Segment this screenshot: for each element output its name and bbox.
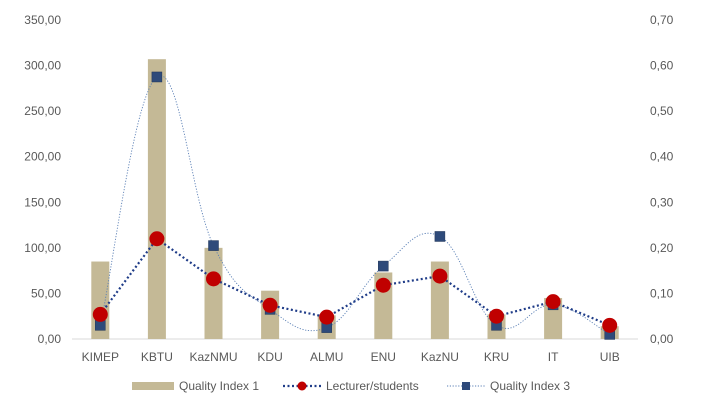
- bar: [147, 59, 166, 339]
- x-tick-label: KazNU: [421, 350, 459, 364]
- line-series-quality-index-3: [95, 71, 615, 340]
- circle-marker: [602, 317, 618, 333]
- legend-swatch-marker: [462, 382, 470, 390]
- y-left-tick-label: 300,00: [24, 59, 61, 73]
- square-marker: [434, 231, 446, 242]
- y-right-tick-label: 0,70: [650, 13, 674, 27]
- y-left-tick-label: 0,00: [38, 332, 62, 346]
- y-left-tick-label: 250,00: [24, 104, 61, 118]
- y-right-tick-label: 0,00: [650, 332, 674, 346]
- y-right-tick-label: 0,40: [650, 150, 674, 164]
- circle-marker: [262, 297, 278, 313]
- legend-label: Quality Index 3: [490, 379, 570, 393]
- x-tick-label: KIMEP: [82, 350, 119, 364]
- bar-series-quality-index-1: [91, 59, 619, 339]
- circle-marker: [375, 277, 391, 293]
- circle-marker: [545, 294, 561, 310]
- y-left-tick-label: 150,00: [24, 195, 61, 209]
- circle-marker: [206, 271, 221, 287]
- legend: Quality Index 1 Lecturer/students Quality …: [132, 379, 570, 393]
- x-tick-label: KDU: [257, 350, 282, 364]
- x-tick-label: UIB: [600, 350, 620, 364]
- circle-marker: [149, 231, 165, 247]
- y-right-tick-label: 0,20: [650, 241, 674, 255]
- line-series-lecturer-students: [92, 231, 618, 333]
- x-axis: KIMEP KBTU KazNMU KDU ALMU ENU KazNU KRU IT UIB: [82, 350, 620, 364]
- y-right-tick-label: 0,50: [650, 104, 674, 118]
- legend-swatch-marker: [297, 381, 307, 391]
- x-tick-label: KazNMU: [189, 350, 237, 364]
- square-marker: [208, 240, 219, 251]
- circle-marker: [92, 306, 108, 322]
- circle-marker: [489, 308, 504, 324]
- circle-marker: [319, 309, 335, 325]
- circle-marker: [432, 268, 448, 284]
- legend-label: Quality Index 1: [179, 379, 259, 393]
- y-left-tick-label: 350,00: [24, 13, 61, 27]
- series-line: [99, 237, 611, 327]
- y-left-axis: 0,00 50,00 100,00 150,00 200,00 250,00 300,00 3…: [24, 13, 61, 346]
- series-line: [99, 75, 610, 335]
- y-right-axis: 0,00 0,10 0,20 0,30 0,40 0,50 0,60 0,70: [650, 13, 674, 346]
- y-right-tick-label: 0,10: [650, 286, 674, 300]
- y-left-tick-label: 100,00: [24, 241, 61, 255]
- x-tick-label: KBTU: [141, 350, 173, 364]
- x-tick-label: ALMU: [310, 350, 343, 364]
- x-tick-label: ENU: [371, 350, 396, 364]
- legend-swatch-bar: [132, 382, 174, 390]
- bar: [204, 247, 223, 339]
- x-tick-label: KRU: [484, 350, 509, 364]
- y-right-tick-label: 0,60: [650, 59, 674, 73]
- square-marker: [151, 71, 163, 83]
- x-tick-label: IT: [548, 350, 559, 364]
- y-left-tick-label: 200,00: [24, 150, 61, 164]
- legend-label: Lecturer/students: [326, 379, 419, 393]
- y-right-tick-label: 0,30: [650, 195, 674, 209]
- square-marker: [378, 260, 389, 272]
- y-left-tick-label: 50,00: [31, 286, 61, 300]
